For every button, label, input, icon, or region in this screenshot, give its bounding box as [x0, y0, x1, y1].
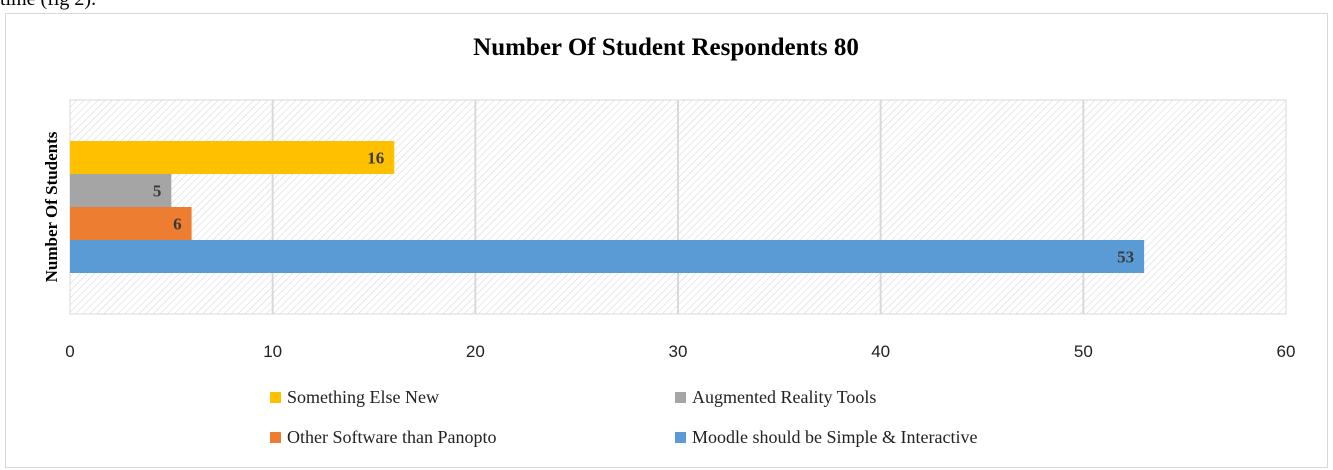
x-tick-label: 20 — [466, 342, 485, 361]
data-label: 16 — [367, 149, 384, 168]
bars: 16 56 53 — [70, 141, 1145, 273]
x-tick-label: 30 — [669, 342, 688, 361]
legend-label: Moodle should be Simple & Interactive — [692, 427, 977, 447]
x-tick-label: 60 — [1277, 342, 1296, 361]
legend-swatch — [675, 392, 686, 403]
caption-fragment: time (fig 2). — [0, 0, 96, 11]
legend-label: Augmented Reality Tools — [692, 387, 876, 407]
legend: Something Else New Augmented Reality Tool… — [270, 387, 977, 447]
bar — [70, 240, 1145, 273]
bar — [70, 207, 192, 240]
x-tick-label: 0 — [65, 342, 74, 361]
legend-swatch — [675, 432, 686, 443]
bar — [70, 141, 395, 174]
legend-swatch — [270, 392, 281, 403]
gridlines — [271, 100, 1085, 314]
y-axis-label: Number Of Students — [42, 131, 61, 282]
data-label: 53 — [1117, 248, 1134, 267]
data-label: 6 — [173, 215, 182, 234]
bar — [70, 174, 172, 207]
x-tick-labels: 0 10 20 30 40 50 60 — [65, 342, 1295, 361]
x-tick-label: 40 — [871, 342, 890, 361]
legend-swatch — [270, 432, 281, 443]
chart-title: Number Of Student Respondents 80 — [473, 34, 859, 61]
x-tick-label: 10 — [263, 342, 282, 361]
data-label: 5 — [153, 182, 162, 201]
legend-label: Something Else New — [287, 387, 439, 407]
legend-label: Other Software than Panopto — [287, 427, 496, 447]
x-tick-label: 50 — [1074, 342, 1093, 361]
